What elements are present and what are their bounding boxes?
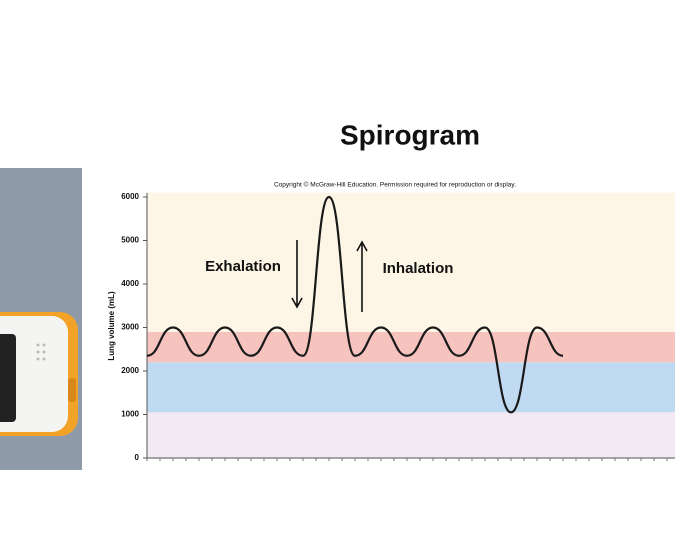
arrows <box>291 240 368 312</box>
y-tick-label: 1000 <box>121 410 139 419</box>
plot: 0 1000 2000 3000 4000 5000 6000 <box>121 192 675 462</box>
y-tick-label: 0 <box>135 453 140 462</box>
y-tick-label: 5000 <box>121 236 139 245</box>
band <box>147 362 675 413</box>
volume-curve <box>146 195 564 414</box>
chart-title: Spirogram <box>340 119 480 150</box>
y-tick-label: 6000 <box>121 192 139 201</box>
y-tick-label: 4000 <box>121 279 139 288</box>
device-photo <box>0 168 82 470</box>
y-tick-label: 2000 <box>121 366 139 375</box>
annotation: Inhalation <box>383 260 454 277</box>
y-axis-label: Lung volume (mL) <box>107 291 116 361</box>
copyright: Copyright © McGraw-Hill Education. Permi… <box>274 181 516 189</box>
band <box>147 412 675 458</box>
band <box>147 192 675 332</box>
band <box>147 331 675 363</box>
annotation: Exhalation <box>205 258 281 275</box>
y-tick-label: 3000 <box>121 323 139 332</box>
